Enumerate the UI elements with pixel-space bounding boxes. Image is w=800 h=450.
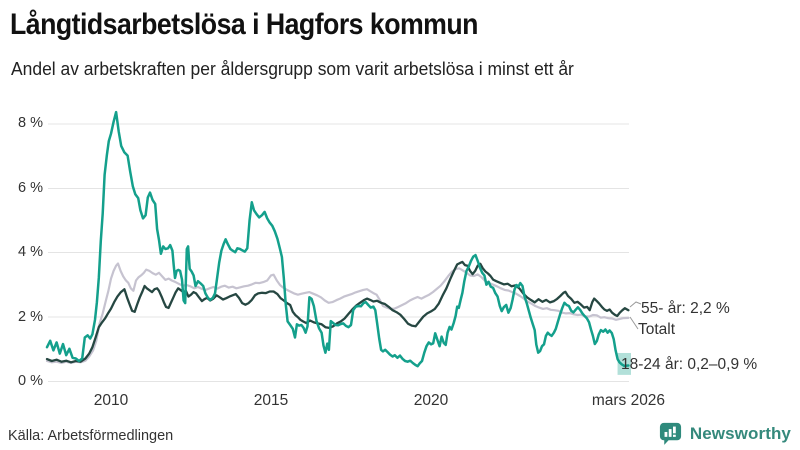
y-tick-label: 6 % [18,179,43,196]
y-tick-label: 2 % [18,308,43,325]
y-tick-label: 8 % [18,115,43,132]
y-tick-label: 0 % [18,373,43,389]
series-label-18-24-ar: 18-24 år: 0,2–0,9 % [621,356,758,373]
page-subtitle: Andel av arbetskraften per åldersgrupp s… [11,59,574,79]
series-label-totalt: Totalt [638,321,676,338]
x-tick-label: 2010 [93,392,129,409]
page-title: Långtidsarbetslösa i Hagfors kommun [10,8,478,41]
y-tick-label: 4 % [18,244,43,261]
range-highlight-band [617,352,631,375]
series-line-18-24-r [45,110,630,368]
x-tick-label: mars 2026 [591,392,666,409]
label-connector-55-ar [629,301,642,308]
x-tick-label: 2020 [413,392,449,409]
label-connector-totalt [629,316,639,330]
newsworthy-wordmark: Newsworthy [689,423,791,443]
source-credit: Källa: Arbetsförmedlingen [8,428,174,444]
newsworthy-logo[interactable]: Newsworthy [658,421,791,446]
series-label-55-ar: 55- år: 2,2 % [641,300,730,317]
x-tick-label: 2015 [253,392,289,409]
newsworthy-bubble-chart-icon [658,421,683,446]
